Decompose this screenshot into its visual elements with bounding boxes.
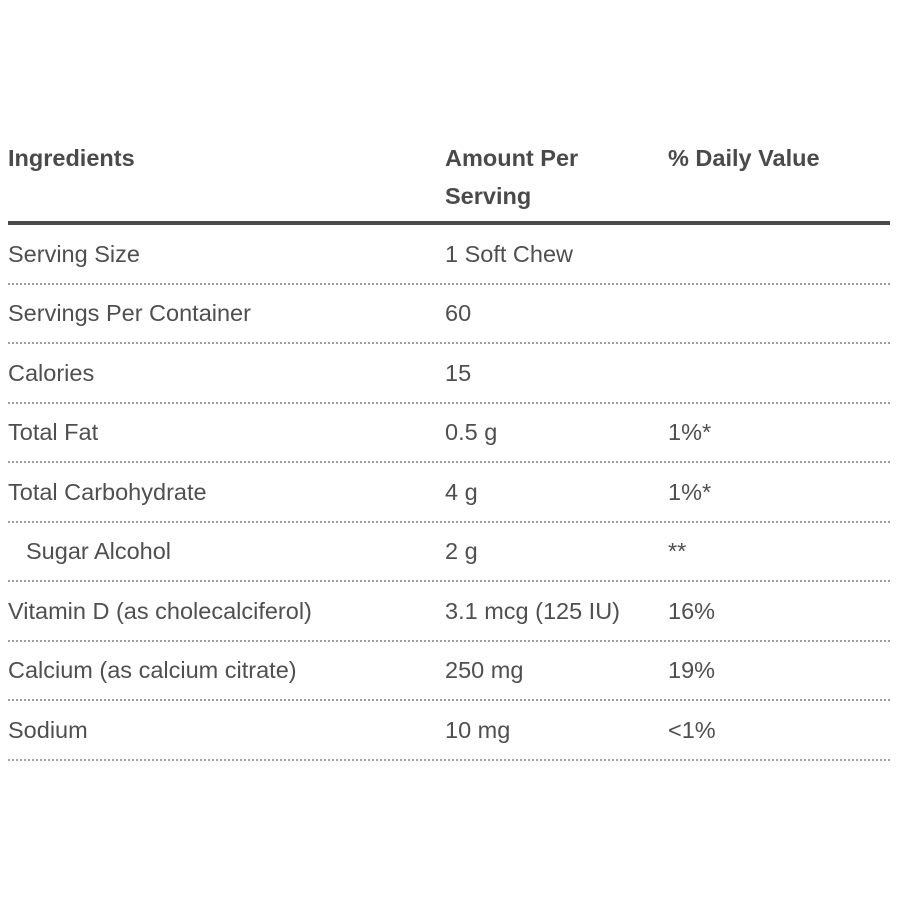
amount-value: 60 [445, 300, 472, 327]
table-row: Calcium (as calcium citrate) 250 mg 19% [8, 642, 890, 701]
ingredient-label: Sugar Alcohol [26, 538, 172, 565]
ingredient-label: Calories [8, 359, 95, 386]
column-header-ingredients: Ingredients [8, 145, 135, 171]
amount-value: 1 Soft Chew [445, 240, 574, 267]
ingredient-label: Calcium (as calcium citrate) [8, 657, 297, 684]
table-row: Sodium 10 mg <1% [8, 701, 890, 761]
amount-value: 250 mg [445, 657, 524, 684]
daily-value: 1%* [668, 478, 712, 505]
column-header-daily-value: % Daily Value [668, 145, 820, 171]
daily-value: 19% [668, 657, 716, 684]
amount-value: 0.5 g [445, 419, 498, 446]
table-row: Serving Size 1 Soft Chew [8, 225, 890, 285]
amount-value: 3.1 mcg (125 IU) [445, 597, 621, 624]
table-row: Calories 15 [8, 344, 890, 404]
ingredient-label: Serving Size [8, 240, 140, 267]
ingredient-label: Total Carbohydrate [8, 478, 207, 505]
table-header-row: Ingredients Amount Per Serving % Daily V… [8, 139, 890, 225]
table-row: Total Fat 0.5 g 1%* [8, 404, 890, 463]
amount-value: 2 g [445, 538, 478, 565]
amount-value: 10 mg [445, 716, 511, 743]
supplement-facts-table: Ingredients Amount Per Serving % Daily V… [8, 139, 890, 761]
amount-value: 15 [445, 359, 472, 386]
amount-value: 4 g [445, 478, 478, 505]
ingredient-label: Vitamin D (as cholecalciferol) [8, 597, 312, 624]
daily-value: 16% [668, 597, 716, 624]
ingredient-label: Servings Per Container [8, 300, 251, 327]
table-row: Total Carbohydrate 4 g 1%* [8, 463, 890, 523]
table-row: Servings Per Container 60 [8, 285, 890, 344]
column-header-amount-per-serving: Amount Per Serving [445, 145, 579, 209]
table-row: Sugar Alcohol 2 g ** [8, 523, 890, 582]
daily-value: ** [668, 538, 687, 565]
ingredient-label: Total Fat [8, 419, 99, 446]
daily-value: <1% [668, 716, 716, 743]
daily-value: 1%* [668, 419, 712, 446]
table-row: Vitamin D (as cholecalciferol) 3.1 mcg (… [8, 582, 890, 642]
ingredient-label: Sodium [8, 716, 88, 743]
